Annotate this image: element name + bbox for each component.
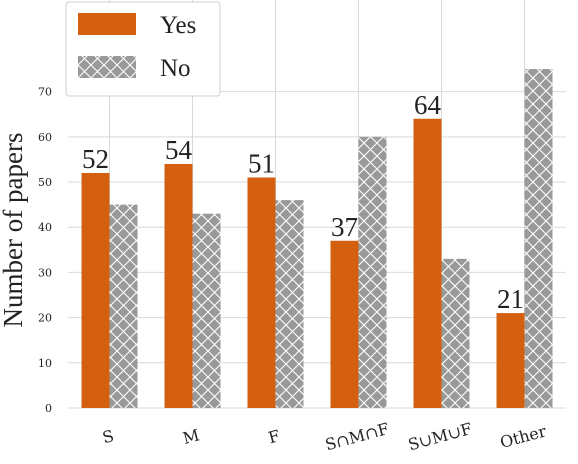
data-label: 64 — [414, 90, 442, 120]
legend-label-yes: Yes — [160, 12, 196, 39]
data-labels: 52 54 51 37 64 21 — [82, 90, 524, 314]
bar-yes-3 — [330, 240, 359, 408]
bar-yes-2 — [247, 177, 276, 408]
data-label: 51 — [248, 149, 275, 179]
y-tick-label: 20 — [38, 312, 52, 325]
x-tick-label: F — [266, 426, 282, 447]
y-tick-label: 70 — [38, 86, 52, 99]
legend-swatch-yes — [78, 13, 136, 35]
bar-no-5 — [524, 69, 553, 408]
x-tick-label: M — [181, 425, 202, 448]
y-tick-label: 30 — [38, 266, 52, 279]
bar-yes-1 — [164, 163, 193, 408]
bar-no-2 — [275, 200, 304, 408]
data-label: 21 — [497, 284, 524, 314]
bars — [81, 69, 553, 409]
y-tick-label: 40 — [38, 221, 52, 234]
y-tick-label: 0 — [45, 402, 52, 415]
bar-yes-4 — [413, 118, 442, 409]
x-tick-label: Other — [498, 421, 549, 452]
data-label: 37 — [331, 212, 358, 242]
bar-no-0 — [109, 204, 138, 408]
y-axis-ticks: 0 10 20 30 40 50 60 70 — [38, 86, 52, 415]
x-axis-ticks: S M F S∩M∩F S∪M∪F Other — [100, 419, 548, 454]
bar-yes-5 — [496, 313, 525, 408]
legend: Yes No — [65, 1, 221, 97]
bar-yes-0 — [81, 172, 110, 408]
legend-label-no: No — [160, 55, 191, 82]
y-tick-label: 10 — [38, 357, 52, 370]
y-tick-label: 50 — [38, 176, 52, 189]
bar-no-3 — [358, 136, 387, 408]
y-tick-label: 60 — [38, 131, 52, 144]
bar-no-4 — [441, 258, 470, 408]
y-axis-title: Number of papers — [0, 133, 28, 328]
data-label: 54 — [165, 135, 193, 165]
legend-swatch-no — [78, 56, 136, 78]
data-label: 52 — [82, 144, 109, 174]
x-tick-label: S∪M∪F — [406, 419, 474, 454]
x-tick-label: S∩M∩F — [323, 419, 391, 454]
x-tick-label: S — [100, 426, 116, 447]
bar-no-1 — [192, 213, 221, 408]
